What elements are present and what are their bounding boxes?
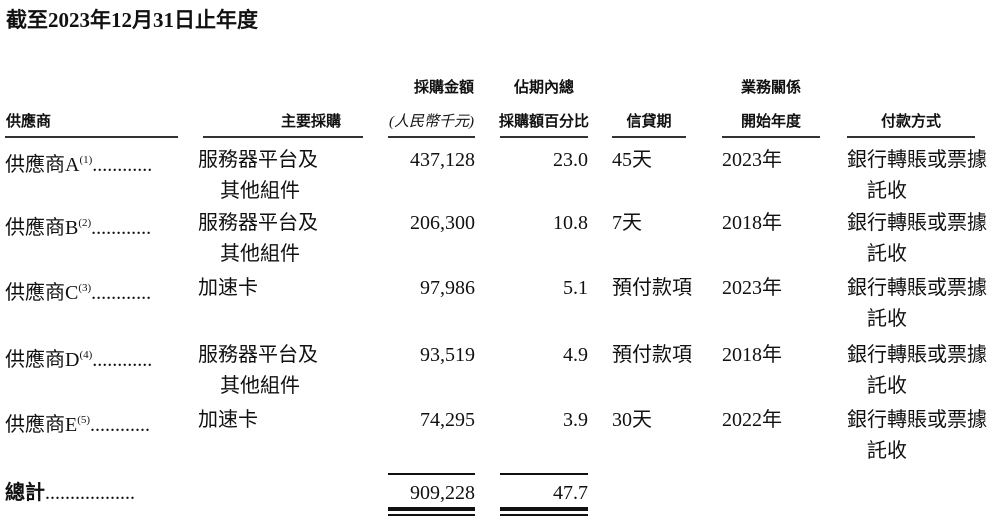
amount: 97,986 (420, 277, 475, 299)
credit-period: 預付款項 (612, 344, 692, 366)
main-purchase-line1: 服務器平台及 (198, 149, 318, 171)
total-label: 總計 (5, 482, 45, 504)
subtotal-rule (388, 473, 475, 475)
leader-dots: ............ (90, 414, 151, 436)
relationship-year: 2018年 (722, 212, 782, 234)
header-credit: 信貸期 (626, 114, 672, 130)
header-underline (722, 136, 820, 138)
credit-period: 45天 (612, 149, 652, 171)
leader-dots: .................. (45, 482, 135, 504)
total-double-rule (500, 514, 588, 516)
payment-line1: 銀行轉賬或票據 (847, 149, 987, 171)
footnote-marker: (5) (77, 414, 91, 426)
pct: 4.9 (563, 344, 588, 366)
main-purchase-line1: 服務器平台及 (198, 344, 318, 366)
supplier-label: 供應商A (5, 154, 80, 176)
page-title: 截至2023年12月31日止年度 (6, 8, 258, 32)
header-underline (847, 136, 975, 138)
credit-period: 7天 (612, 212, 642, 234)
footnote-marker: (4) (79, 349, 93, 361)
main-purchase-line1: 服務器平台及 (198, 212, 318, 234)
supplier-name: 供應商B(2)............ (5, 211, 151, 240)
payment-line1: 銀行轉賬或票據 (847, 277, 987, 299)
header-pct-line2: 採購額百分比 (498, 114, 589, 130)
payment-line2: 託收 (867, 180, 907, 202)
total-row: 總計.................. (5, 481, 135, 505)
header-year-line2: 開始年度 (740, 114, 801, 130)
total-pct: 47.7 (553, 482, 588, 504)
total-double-rule (388, 514, 475, 516)
header-underline (5, 136, 178, 138)
payment-line2: 託收 (867, 440, 907, 462)
total-double-rule (388, 507, 475, 511)
total-double-rule (500, 507, 588, 511)
supplier-label: 供應商B (5, 217, 79, 239)
credit-period: 預付款項 (612, 277, 692, 299)
payment-line2: 託收 (867, 243, 907, 265)
header-amount-line2: (人民幣千元) (389, 114, 474, 130)
payment-line1: 銀行轉賬或票據 (847, 344, 987, 366)
header-underline (612, 136, 686, 138)
supplier-name: 供應商C(3)............ (5, 276, 151, 305)
supplier-name: 供應商D(4)............ (5, 343, 152, 372)
supplier-name: 供應商A(1)............ (5, 148, 152, 177)
footnote-marker: (3) (78, 282, 92, 294)
footnote-marker: (1) (79, 154, 93, 166)
main-purchase-line2: 其他組件 (220, 180, 300, 202)
supplier-label: 供應商D (5, 349, 80, 371)
amount: 206,300 (410, 212, 475, 234)
pct: 23.0 (553, 149, 588, 171)
relationship-year: 2023年 (722, 277, 782, 299)
leader-dots: ............ (91, 282, 152, 304)
leader-dots: ............ (91, 217, 152, 239)
pct: 10.8 (553, 212, 588, 234)
relationship-year: 2022年 (722, 409, 782, 431)
header-payment: 付款方式 (880, 114, 941, 130)
header-underline (388, 136, 475, 138)
header-underline (203, 136, 363, 138)
relationship-year: 2018年 (722, 344, 782, 366)
main-purchase-line2: 其他組件 (220, 375, 300, 397)
pct: 3.9 (563, 409, 588, 431)
payment-line1: 銀行轉賬或票據 (847, 212, 987, 234)
pct: 5.1 (563, 277, 588, 299)
credit-period: 30天 (612, 409, 652, 431)
relationship-year: 2023年 (722, 149, 782, 171)
supplier-label: 供應商E (5, 414, 78, 436)
header-pct-line1: 佔期內總 (513, 80, 574, 96)
header-underline (500, 136, 588, 138)
main-purchase-line1: 加速卡 (198, 277, 258, 299)
main-purchase-line2: 其他組件 (220, 243, 300, 265)
payment-line2: 託收 (867, 375, 907, 397)
subtotal-rule (500, 473, 588, 475)
leader-dots: ............ (92, 349, 153, 371)
amount: 437,128 (410, 149, 475, 171)
footnote-marker: (2) (78, 217, 92, 229)
main-purchase-line1: 加速卡 (198, 409, 258, 431)
amount: 93,519 (420, 344, 475, 366)
header-year-line1: 業務關係 (740, 80, 801, 96)
header-supplier: 供應商 (6, 114, 52, 130)
amount: 74,295 (420, 409, 475, 431)
supplier-name: 供應商E(5)............ (5, 408, 150, 437)
leader-dots: ............ (92, 154, 153, 176)
total-amount: 909,228 (410, 482, 475, 504)
payment-line1: 銀行轉賬或票據 (847, 409, 987, 431)
supplier-label: 供應商C (5, 282, 79, 304)
header-main-purchase: 主要採購 (280, 114, 341, 130)
payment-line2: 託收 (867, 308, 907, 330)
header-amount-line1: 採購金額 (413, 80, 474, 96)
